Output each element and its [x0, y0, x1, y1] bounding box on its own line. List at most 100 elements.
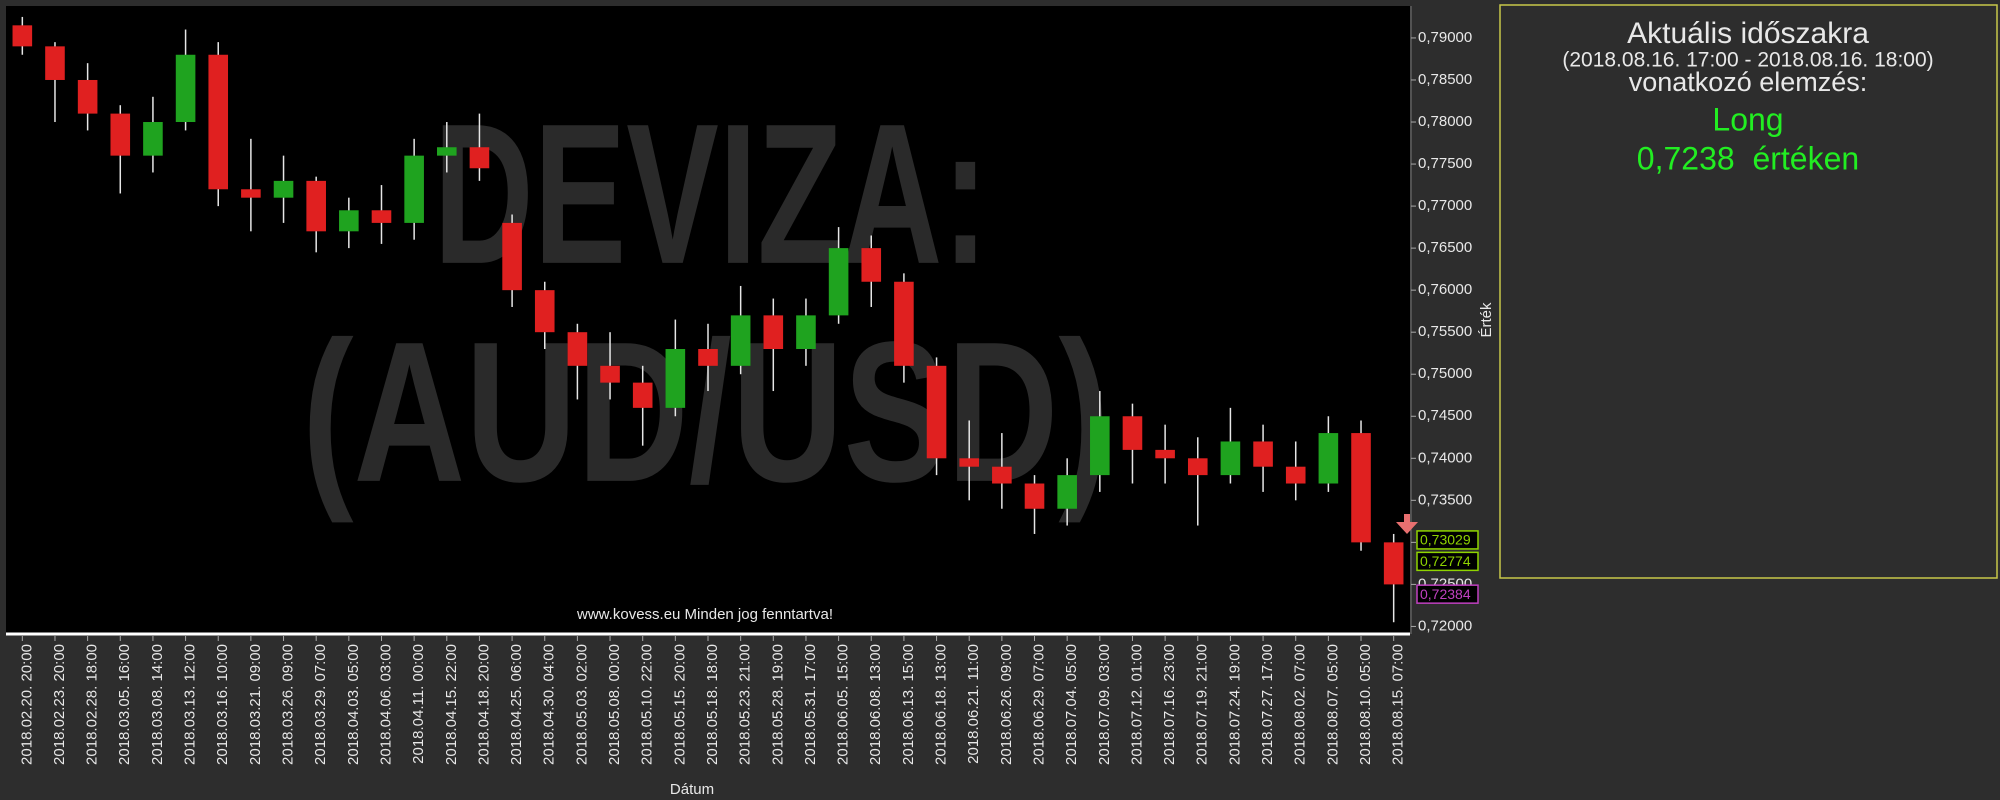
- x-tick-label: 2018.06.21. 11:00: [965, 644, 982, 764]
- x-tick-label: 2018.03.05. 16:00: [116, 644, 133, 765]
- candle-body: [828, 248, 849, 316]
- analysis-panel: [1499, 4, 1998, 579]
- y-tick-label: 0,78000: [1418, 113, 1472, 130]
- x-tick-label: 2018.04.03. 05:00: [345, 644, 362, 765]
- candle-body: [143, 122, 163, 156]
- candle-body: [796, 315, 816, 350]
- candle-body: [175, 54, 196, 123]
- price-marker: [1416, 530, 1479, 550]
- candle-body: [534, 290, 555, 333]
- panel-title: Aktuális időszakra: [1627, 17, 1869, 50]
- candle-body: [110, 113, 131, 156]
- candle-body: [632, 382, 653, 408]
- watermark: DEVIZA: (AUD/USD): [302, 83, 1110, 524]
- x-tick-label: 2018.02.20. 20:00: [18, 644, 35, 765]
- x-tick-label: 2018.07.16. 23:00: [1161, 644, 1178, 765]
- candle-body: [12, 25, 33, 47]
- x-tick-label: 2018.05.08. 00:00: [606, 644, 623, 765]
- y-tick-label: 0,77000: [1418, 197, 1472, 214]
- plot-area: [6, 6, 1410, 634]
- x-tick-label: 2018.07.24. 19:00: [1226, 644, 1243, 765]
- x-axis-title: Dátum: [670, 781, 714, 798]
- y-tick-label: 0,74000: [1418, 449, 1472, 466]
- x-tick-label: 2018.06.13. 15:00: [900, 644, 917, 765]
- candle-body: [45, 46, 65, 80]
- x-tick-label: 2018.04.25. 06:00: [508, 644, 525, 765]
- footer-text: www.kovess.eu Minden jog fenntartva!: [576, 606, 833, 623]
- y-tick-label: 0,79000: [1418, 29, 1472, 46]
- panel-price: 0,7238 értéken: [1637, 140, 1859, 176]
- candle-body: [339, 210, 359, 232]
- x-tick-label: 2018.05.10. 22:00: [639, 644, 656, 765]
- x-tick-label: 2018.02.23. 20:00: [51, 644, 68, 765]
- y-axis-title: Érték: [1478, 302, 1495, 338]
- y-tick-label: 0,75500: [1418, 323, 1472, 340]
- panel-period: (2018.08.16. 17:00 - 2018.08.16. 18:00): [1562, 49, 1933, 72]
- signal-arrow: [1396, 514, 1418, 534]
- candle-body: [1024, 483, 1045, 509]
- candle-body: [502, 222, 522, 291]
- x-tick-label: 2018.02.28. 18:00: [84, 644, 101, 765]
- candle-body: [1155, 449, 1175, 459]
- candle-body: [273, 180, 294, 198]
- candle-body: [894, 281, 914, 366]
- x-tick-label: 2018.06.08. 13:00: [867, 644, 884, 765]
- panel-subtitle: vonatkozó elemzés:: [1629, 67, 1868, 97]
- price-marker: [1416, 584, 1479, 604]
- x-tick-label: 2018.04.18. 20:00: [475, 644, 492, 765]
- price-marker-label: 0,72384: [1420, 586, 1471, 602]
- y-tick-label: 0,76000: [1418, 281, 1472, 298]
- candle-body: [1285, 466, 1306, 484]
- x-tick-label: 2018.08.15. 07:00: [1390, 644, 1407, 765]
- candle-body: [959, 458, 980, 467]
- x-tick-label: 2018.06.05. 15:00: [835, 644, 852, 765]
- x-tick-label: 2018.06.29. 07:00: [1030, 644, 1047, 765]
- x-tick-label: 2018.07.12. 01:00: [1128, 644, 1145, 765]
- watermark-line: DEVIZA:: [434, 83, 989, 306]
- x-tick-label: 2018.07.27. 17:00: [1259, 644, 1276, 765]
- candle-body: [992, 466, 1012, 484]
- candle-body: [371, 210, 392, 223]
- y-tick-label: 0,78500: [1418, 71, 1472, 88]
- x-tick-label: 2018.04.15. 22:00: [443, 644, 460, 765]
- x-tick-label: 2018.03.16. 10:00: [214, 644, 231, 765]
- x-tick-label: 2018.04.11. 00:00: [410, 644, 427, 764]
- y-tick-label: 0,72000: [1418, 617, 1472, 634]
- candle-body: [698, 349, 718, 366]
- watermark-line: (AUD/USD): [302, 301, 1110, 524]
- x-tick-label: 2018.03.21. 09:00: [247, 644, 264, 765]
- candle-body: [1253, 441, 1273, 467]
- candle-body: [600, 365, 620, 383]
- candle-body: [1090, 416, 1110, 476]
- candle-body: [665, 349, 686, 408]
- candle-body: [1057, 475, 1077, 509]
- candle-body: [77, 79, 98, 114]
- y-tick-label: 0,73500: [1418, 491, 1472, 508]
- x-tick-label: 2018.05.03. 02:00: [573, 644, 590, 765]
- x-tick-label: 2018.03.29. 07:00: [312, 644, 329, 765]
- candle-body: [1187, 458, 1208, 476]
- x-tick-label: 2018.05.28. 19:00: [769, 644, 786, 765]
- candle-body: [1383, 542, 1404, 585]
- x-tick-label: 2018.07.09. 03:00: [1096, 644, 1113, 765]
- candle-body: [241, 189, 261, 198]
- candle-body: [1318, 433, 1339, 484]
- x-tick-label: 2018.06.18. 13:00: [933, 644, 950, 765]
- candle-body: [1220, 441, 1241, 476]
- x-tick-label: 2018.08.07. 05:00: [1324, 644, 1341, 765]
- price-marker: [1416, 551, 1479, 572]
- x-tick-label: 2018.04.30. 04:00: [541, 644, 558, 765]
- candle-body: [926, 365, 947, 459]
- candle-body: [469, 147, 490, 169]
- candle-body: [436, 147, 457, 156]
- candle-body: [763, 315, 784, 350]
- y-tick-label: 0,75000: [1418, 365, 1472, 382]
- candle-body: [730, 315, 751, 366]
- x-tick-label: 2018.05.31. 17:00: [802, 644, 819, 765]
- x-tick-label: 2018.05.15. 20:00: [671, 644, 688, 765]
- candle-body: [567, 332, 588, 366]
- y-tick-label: 0,77500: [1418, 155, 1472, 172]
- x-tick-label: 2018.07.19. 21:00: [1194, 644, 1211, 765]
